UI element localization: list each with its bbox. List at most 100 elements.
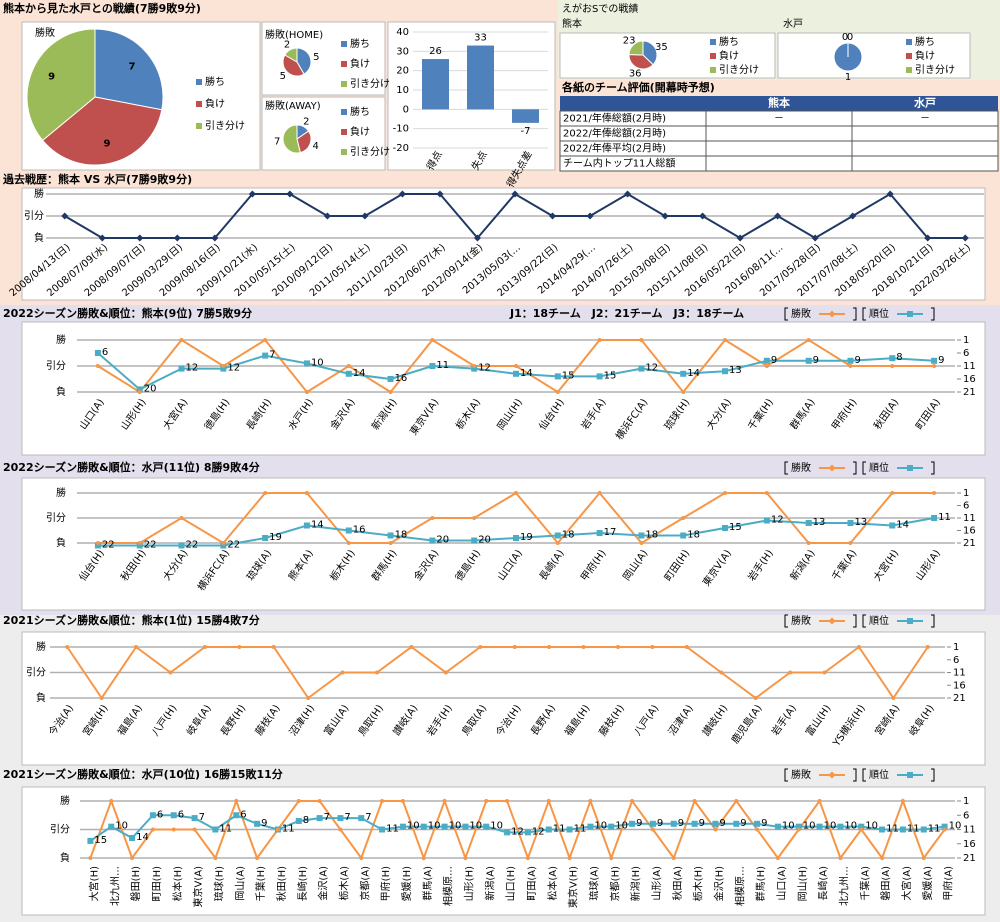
x-tick-label: 長崎(A) xyxy=(817,866,830,901)
point xyxy=(713,827,718,832)
point xyxy=(87,837,94,844)
y-tick-label: 負 xyxy=(36,692,46,704)
point xyxy=(303,360,310,367)
legend-swatch xyxy=(341,41,347,47)
legend-bracket xyxy=(931,461,935,475)
legend-label: 負け xyxy=(719,50,739,62)
legend-label: 勝敗 xyxy=(791,768,811,781)
y2-tick-label: 11 xyxy=(963,825,976,836)
point xyxy=(828,771,836,779)
x-tick-label: 愛媛(A) xyxy=(921,866,934,901)
point xyxy=(436,190,444,198)
point xyxy=(941,823,948,830)
y2-tick-label: 1 xyxy=(963,335,969,346)
y2-tick-label: 11 xyxy=(963,513,976,524)
legend-bracket xyxy=(784,614,788,628)
chart-title: 過去戦歴：熊本 VS 水戸(7勝9敗9分) xyxy=(2,172,192,186)
legend-swatch xyxy=(710,53,716,59)
point xyxy=(907,465,913,471)
point xyxy=(555,390,560,394)
legend-bracket xyxy=(931,614,935,628)
point xyxy=(764,491,769,495)
point xyxy=(828,464,836,472)
point xyxy=(420,823,427,830)
data-label: 19 xyxy=(269,532,282,543)
x-tick-label: 山口(H) xyxy=(505,866,517,901)
point xyxy=(615,645,620,649)
point xyxy=(262,535,269,541)
point xyxy=(849,212,857,220)
y-tick-label: 0 xyxy=(403,104,409,115)
point xyxy=(858,823,865,830)
point xyxy=(462,823,469,830)
point xyxy=(734,799,739,803)
point xyxy=(733,820,740,827)
point xyxy=(233,812,240,819)
legend-label: 順位 xyxy=(869,614,889,627)
table-header: 水戸 xyxy=(914,96,936,110)
pie-slice xyxy=(94,28,164,111)
legend-label: 勝ち xyxy=(205,75,225,88)
legend-bracket xyxy=(853,461,857,475)
point xyxy=(375,670,380,675)
point xyxy=(248,190,256,198)
data-label: 10 xyxy=(469,821,482,832)
data-label: 10 xyxy=(428,821,441,832)
legend-label: 順位 xyxy=(869,461,889,474)
y2-tick-label: 1 xyxy=(953,642,959,653)
point xyxy=(630,799,635,803)
data-label: 8 xyxy=(896,352,902,363)
data-label: 9 xyxy=(103,138,110,149)
data-label: 12 xyxy=(186,363,199,374)
legend-label: 引き分け xyxy=(350,78,390,90)
point xyxy=(670,820,677,827)
point xyxy=(398,190,406,198)
point xyxy=(400,799,405,803)
point xyxy=(764,364,769,368)
point xyxy=(323,212,331,220)
legend-label: 引き分け xyxy=(915,64,955,76)
point xyxy=(399,823,406,830)
data-label: 2 xyxy=(303,116,309,127)
data-label: 22 xyxy=(144,540,157,551)
point xyxy=(262,352,269,359)
legend-swatch xyxy=(341,61,347,67)
x-tick-label: 甲府(H) xyxy=(379,866,392,901)
data-label: 22 xyxy=(186,540,199,551)
legend-swatch xyxy=(906,53,912,59)
data-label: 9 xyxy=(636,818,642,829)
point xyxy=(838,856,843,860)
point xyxy=(234,799,239,803)
y-tick-label: 引分 xyxy=(50,824,70,836)
data-label: 7 xyxy=(365,812,371,823)
point xyxy=(712,820,719,827)
data-label: 11 xyxy=(886,824,899,835)
point xyxy=(806,338,811,342)
data-label: 11 xyxy=(219,824,232,835)
legend-swatch xyxy=(196,101,202,107)
legend-label: 勝ち xyxy=(915,35,935,48)
legend-label: 勝敗 xyxy=(791,461,811,474)
data-label: 10 xyxy=(615,821,628,832)
y-tick-label: 20 xyxy=(396,66,409,77)
point xyxy=(478,645,483,649)
point xyxy=(596,530,603,536)
data-label: 9 xyxy=(761,818,767,829)
point xyxy=(88,856,93,860)
point xyxy=(361,212,369,220)
legend-bracket xyxy=(853,614,857,628)
table-title: 各紙のチーム評価(開幕時予想) xyxy=(561,80,715,94)
y2-tick-label: 11 xyxy=(953,668,966,679)
point xyxy=(442,799,447,803)
legend-bracket xyxy=(784,768,788,782)
data-label: 8 xyxy=(303,815,309,826)
point xyxy=(484,799,489,803)
point xyxy=(796,827,801,832)
y2-tick-label: 6 xyxy=(953,655,959,666)
panel xyxy=(21,786,986,916)
data-label: 18 xyxy=(395,530,408,541)
data-label: 12 xyxy=(511,826,524,837)
point xyxy=(719,670,724,675)
point xyxy=(638,365,645,372)
